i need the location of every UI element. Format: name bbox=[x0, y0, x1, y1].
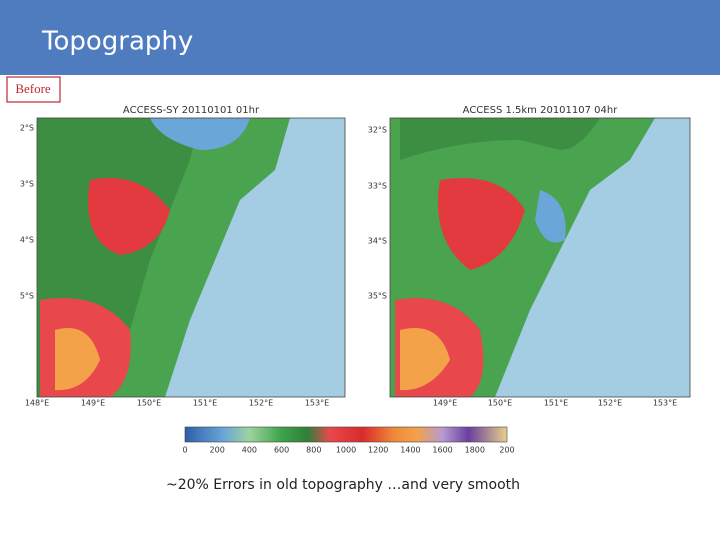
x-tick-label: 152°E bbox=[598, 399, 622, 408]
colorbar-label: 1800 bbox=[465, 446, 485, 455]
panel-title: ACCESS 1.5km 20101107 04hr bbox=[463, 105, 619, 116]
map-right bbox=[390, 118, 690, 397]
y-tick-label: 4°S bbox=[20, 236, 34, 245]
x-tick-label: 153°E bbox=[305, 399, 329, 408]
y-tick-label: 32°S bbox=[368, 126, 387, 135]
y-tick-label: 3°S bbox=[20, 180, 34, 189]
colorbar bbox=[184, 426, 508, 443]
x-tick-label: 149°E bbox=[81, 399, 105, 408]
x-tick-label: 151°E bbox=[193, 399, 217, 408]
y-tick-label: 35°S bbox=[368, 292, 387, 301]
colorbar-label: 200 bbox=[499, 446, 514, 455]
x-tick-label: 153°E bbox=[653, 399, 677, 408]
colorbar-label: 1600 bbox=[432, 446, 452, 455]
colorbar-label: 800 bbox=[306, 446, 321, 455]
colorbar-label: 600 bbox=[274, 446, 289, 455]
x-tick-label: 150°E bbox=[137, 399, 161, 408]
label: Before bbox=[15, 81, 51, 96]
map-left bbox=[37, 118, 345, 397]
caption: ~20% Errors in old topography …and very … bbox=[166, 477, 520, 493]
y-tick-label: 33°S bbox=[368, 182, 387, 191]
header-band bbox=[0, 0, 720, 75]
map-frame bbox=[389, 117, 691, 398]
label-box bbox=[6, 76, 61, 103]
slide-title: Topography bbox=[41, 27, 193, 57]
colorbar-label: 200 bbox=[210, 446, 225, 455]
colorbar-label: 1200 bbox=[368, 446, 388, 455]
y-tick-label: 5°S bbox=[20, 292, 34, 301]
panel-title: ACCESS-SY 20110101 01hr bbox=[123, 105, 260, 116]
x-tick-label: 152°E bbox=[249, 399, 273, 408]
x-tick-label: 149°E bbox=[433, 399, 457, 408]
colorbar-label: 0 bbox=[182, 446, 187, 455]
x-tick-label: 150°E bbox=[488, 399, 512, 408]
colorbar-label: 400 bbox=[242, 446, 257, 455]
colorbar-label: 1000 bbox=[336, 446, 356, 455]
map-frame bbox=[36, 117, 346, 398]
colorbar-label: 1400 bbox=[400, 446, 420, 455]
x-tick-label: 151°E bbox=[544, 399, 568, 408]
y-tick-label: 2°S bbox=[20, 124, 34, 133]
x-tick-label: 148°E bbox=[25, 399, 49, 408]
y-tick-label: 34°S bbox=[368, 237, 387, 246]
